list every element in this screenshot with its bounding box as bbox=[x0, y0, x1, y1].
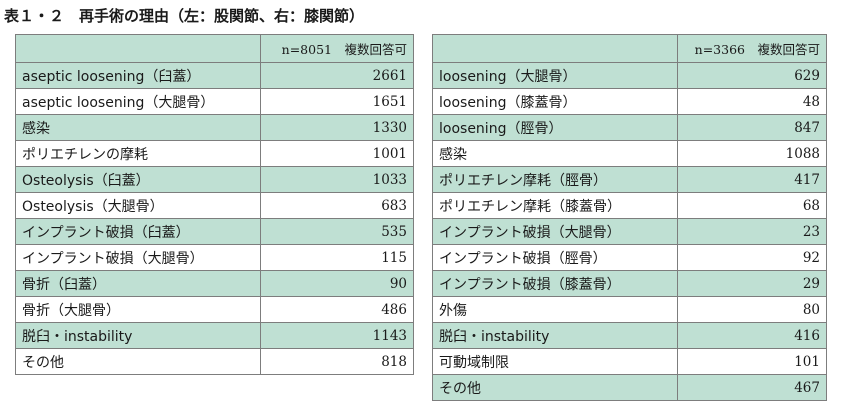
row-value: 1143 bbox=[260, 322, 414, 349]
row-label: その他 bbox=[15, 348, 261, 375]
header-label-cell bbox=[432, 34, 678, 63]
row-label: Osteolysis（大腿骨） bbox=[15, 192, 261, 219]
header-label-cell bbox=[15, 34, 261, 63]
row-label: その他 bbox=[432, 374, 678, 401]
row-label: loosening（脛骨） bbox=[432, 114, 678, 141]
row-value: 92 bbox=[677, 244, 827, 271]
table-row: インプラント破損（臼蓋） 535 bbox=[15, 218, 414, 245]
row-value: 416 bbox=[677, 322, 827, 349]
row-label: ポリエチレン摩耗（膝蓋骨） bbox=[432, 192, 678, 219]
table-row: ポリエチレン摩耗（脛骨） 417 bbox=[432, 166, 827, 193]
row-value: 90 bbox=[260, 270, 414, 297]
row-value: 101 bbox=[677, 348, 827, 375]
row-label: 骨折（臼蓋） bbox=[15, 270, 261, 297]
table-row: 可動域制限 101 bbox=[432, 348, 827, 375]
row-label: インプラント破損（脛骨） bbox=[432, 244, 678, 271]
table-row: インプラント破損（大腿骨） 115 bbox=[15, 244, 414, 271]
row-value: 847 bbox=[677, 114, 827, 141]
row-value: 1651 bbox=[260, 88, 414, 115]
row-value: 23 bbox=[677, 218, 827, 245]
row-value: 115 bbox=[260, 244, 414, 271]
table-row: aseptic loosening（大腿骨） 1651 bbox=[15, 88, 414, 115]
row-value: 68 bbox=[677, 192, 827, 219]
knee-revision-table: n=3366 複数回答可 loosening（大腿骨） 629 loosening… bbox=[432, 34, 827, 401]
table-row: その他 467 bbox=[432, 374, 827, 401]
row-label: インプラント破損（大腿骨） bbox=[432, 218, 678, 245]
table-row: loosening（膝蓋骨） 48 bbox=[432, 88, 827, 115]
row-label: 脱臼・instability bbox=[15, 322, 261, 349]
row-value: 1033 bbox=[260, 166, 414, 193]
table-row: loosening（脛骨） 847 bbox=[432, 114, 827, 141]
hip-revision-table: n=8051 複数回答可 aseptic loosening（臼蓋） 2661 a… bbox=[15, 34, 414, 375]
row-label: 骨折（大腿骨） bbox=[15, 296, 261, 323]
row-label: loosening（大腿骨） bbox=[432, 62, 678, 89]
table-row: Osteolysis（臼蓋） 1033 bbox=[15, 166, 414, 193]
row-label: 可動域制限 bbox=[432, 348, 678, 375]
row-value: 1330 bbox=[260, 114, 414, 141]
row-value: 80 bbox=[677, 296, 827, 323]
row-label: aseptic loosening（臼蓋） bbox=[15, 62, 261, 89]
row-label: インプラント破損（膝蓋骨） bbox=[432, 270, 678, 297]
row-value: 683 bbox=[260, 192, 414, 219]
table-row: 感染 1088 bbox=[432, 140, 827, 167]
row-value: 629 bbox=[677, 62, 827, 89]
row-value: 467 bbox=[677, 374, 827, 401]
table-row: ポリエチレンの摩耗 1001 bbox=[15, 140, 414, 167]
header-sample-size: n=3366 複数回答可 bbox=[677, 34, 827, 63]
table-row: インプラント破損（膝蓋骨） 29 bbox=[432, 270, 827, 297]
table-row: ポリエチレン摩耗（膝蓋骨） 68 bbox=[432, 192, 827, 219]
table-row: 脱臼・instability 416 bbox=[432, 322, 827, 349]
row-value: 2661 bbox=[260, 62, 414, 89]
row-label: loosening（膝蓋骨） bbox=[432, 88, 678, 115]
row-value: 535 bbox=[260, 218, 414, 245]
table-title: 表１・２ 再手術の理由（左：股関節、右：膝関節） bbox=[4, 7, 365, 25]
header-sample-size: n=8051 複数回答可 bbox=[260, 34, 414, 63]
row-value: 29 bbox=[677, 270, 827, 297]
row-label: インプラント破損（臼蓋） bbox=[15, 218, 261, 245]
table-row: 骨折（大腿骨） 486 bbox=[15, 296, 414, 323]
row-value: 417 bbox=[677, 166, 827, 193]
row-value: 48 bbox=[677, 88, 827, 115]
row-label: ポリエチレンの摩耗 bbox=[15, 140, 261, 167]
table-row: 感染 1330 bbox=[15, 114, 414, 141]
table-row: インプラント破損（脛骨） 92 bbox=[432, 244, 827, 271]
row-label: 感染 bbox=[432, 140, 678, 167]
row-value: 1088 bbox=[677, 140, 827, 167]
row-value: 1001 bbox=[260, 140, 414, 167]
row-label: ポリエチレン摩耗（脛骨） bbox=[432, 166, 678, 193]
header-row: n=8051 複数回答可 bbox=[15, 34, 414, 63]
row-label: 外傷 bbox=[432, 296, 678, 323]
table-row: 外傷 80 bbox=[432, 296, 827, 323]
table-row: aseptic loosening（臼蓋） 2661 bbox=[15, 62, 414, 89]
header-row: n=3366 複数回答可 bbox=[432, 34, 827, 63]
row-label: 脱臼・instability bbox=[432, 322, 678, 349]
row-value: 486 bbox=[260, 296, 414, 323]
row-label: Osteolysis（臼蓋） bbox=[15, 166, 261, 193]
table-row: その他 818 bbox=[15, 348, 414, 375]
row-value: 818 bbox=[260, 348, 414, 375]
row-label: 感染 bbox=[15, 114, 261, 141]
table-row: 骨折（臼蓋） 90 bbox=[15, 270, 414, 297]
row-label: インプラント破損（大腿骨） bbox=[15, 244, 261, 271]
table-row: インプラント破損（大腿骨） 23 bbox=[432, 218, 827, 245]
table-row: Osteolysis（大腿骨） 683 bbox=[15, 192, 414, 219]
table-row: loosening（大腿骨） 629 bbox=[432, 62, 827, 89]
row-label: aseptic loosening（大腿骨） bbox=[15, 88, 261, 115]
table-row: 脱臼・instability 1143 bbox=[15, 322, 414, 349]
